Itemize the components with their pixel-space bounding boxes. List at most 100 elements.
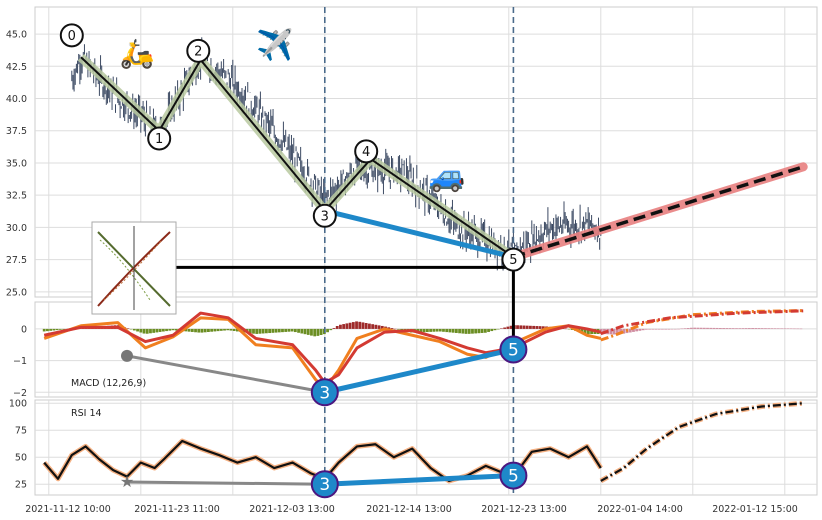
macd-histogram-bar [226,328,230,331]
wave-label-text: 2 [194,44,202,59]
macd-histogram-bar [471,328,474,334]
rsi-ytick-label: 100 [9,399,27,410]
macd-histogram-bar [126,328,130,329]
macd-histogram-bar [683,328,687,329]
macd-histogram-bar [735,328,738,329]
macd-histogram-bar [635,328,639,332]
macd-series-line [43,316,602,391]
macd-histogram-bar [780,328,783,329]
macd-histogram-bar [709,327,713,329]
macd-histogram-bar [580,328,584,333]
macd-histogram-bar [419,328,423,333]
macd-histogram-bar [393,328,397,330]
rsi-ytick-label: 25 [15,480,27,491]
macd-histogram-bar [435,328,439,332]
macd-wave-marker-label: 5 [508,341,519,361]
macd-histogram-bar [712,327,716,329]
macd-histogram-bar [62,328,65,330]
macd-histogram-bar [161,328,165,332]
macd-histogram-bar [271,328,275,333]
macd-histogram-bar [252,328,255,334]
macd-histogram-bar [696,327,700,329]
macd-histogram-bar [532,325,536,329]
macd-histogram-bar [715,327,719,329]
macd-histogram-bar [483,328,487,333]
macd-histogram-bar [429,328,432,332]
macd-histogram-bar [316,328,320,336]
macd-histogram-bar [184,328,188,332]
macd-histogram-bar [451,328,455,333]
thumbnail-curve-c [99,239,151,301]
rsi-wave-marker [499,461,528,490]
airplane-emoji: ✈️ [256,26,293,63]
macd-histogram-bar [368,323,371,329]
macd-histogram-bar [754,328,758,329]
wave-label-text: 1 [155,132,163,147]
macd-histogram-bar [197,328,201,333]
macd-histogram-bar [55,328,59,331]
rsi-ytick-label: 50 [15,453,27,464]
macd-histogram-bar [58,328,62,330]
x-tick-label: 2021-11-23 11:00 [134,504,220,515]
macd-histogram-bar [442,328,445,332]
macd-histogram-bar [174,328,178,331]
macd-histogram-bar [232,328,236,332]
macd-histogram-bar [380,325,384,329]
macd-histogram-bar [506,326,510,329]
price-ytick-label: 25.0 [6,287,27,298]
macd-label: MACD (12,26,9) [71,378,146,389]
macd-histogram-bar [332,328,336,329]
macd-histogram-bar [168,328,172,331]
macd-histogram-bar [538,326,542,329]
macd-wave-marker [499,335,528,364]
wave-label-circle [186,38,211,63]
macd-histogram-bar [210,328,214,332]
wave-label-circle [354,139,379,164]
macd-histogram-bar [773,328,777,329]
macd-histogram-bar [725,328,729,329]
price-ytick-label: 45.0 [6,30,27,41]
macd-histogram-bar [52,328,56,331]
macd-histogram-bar [355,321,358,329]
macd-histogram-bar [49,328,53,331]
macd-histogram-bar [219,328,223,331]
rsi-series-line [600,402,804,482]
macd-histogram-bar [342,324,346,329]
x-tick-label: 2021-11-12 10:00 [25,504,111,515]
wave-label-circle [59,23,84,48]
macd-histogram-bar [767,328,771,329]
macd-histogram-bar [751,328,754,329]
rsi-ytick-label: 75 [15,426,27,437]
macd-histogram-bar [313,328,317,337]
macd-histogram-bar [335,326,339,329]
macd-histogram-bar [158,328,162,332]
macd-histogram-bar [454,328,458,333]
macd-histogram-bar [535,326,539,329]
rsi-panel-bg [34,399,818,496]
rsi-label: RSI 14 [71,408,102,419]
price-ytick-label: 40.0 [6,94,27,105]
macd-histogram-bar [500,328,503,329]
price-ytick-label: 27.5 [6,255,27,266]
macd-histogram-bar [432,328,436,332]
macd-histogram-bar [541,326,545,329]
thumbnail-inset [91,221,177,315]
macd-histogram-bar [248,328,252,334]
macd-histogram-bar [364,323,368,329]
macd-histogram-bar [281,328,284,333]
macd-histogram-bar [422,328,426,333]
macd-histogram-bar [789,328,793,330]
macd-histogram-bar [203,328,207,333]
macd-histogram-bar [213,328,217,332]
macd-histogram-bar [622,328,626,334]
macd-histogram-bar [487,328,490,332]
macd-histogram-bar [216,328,220,332]
macd-histogram-bar [744,328,748,329]
macd-histogram-bar [145,328,149,334]
macd-wave-marker [310,378,339,407]
macd-histogram-bar [207,328,210,332]
macd-histogram-bar [351,322,355,329]
price-divergence-line [324,208,514,260]
macd-histogram-bar [741,328,745,329]
